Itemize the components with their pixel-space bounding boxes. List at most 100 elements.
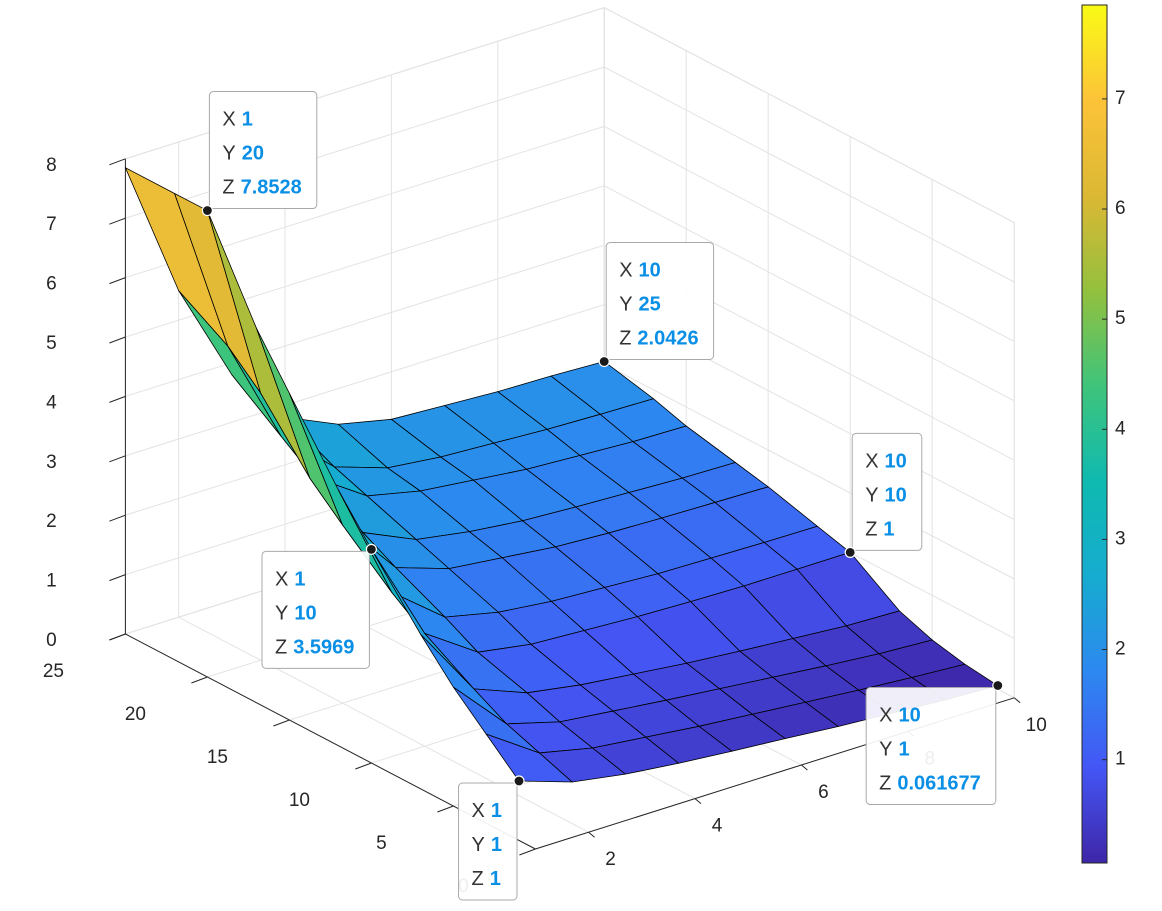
z-tick-label: 2 bbox=[46, 511, 57, 532]
z-tick bbox=[109, 158, 126, 166]
datatip-key: X bbox=[619, 259, 632, 281]
grid-line bbox=[603, 7, 1015, 224]
datatip-value: 1 bbox=[491, 834, 502, 856]
z-tick bbox=[109, 395, 126, 403]
datatip-key: Z bbox=[222, 177, 234, 199]
y-tick bbox=[519, 848, 536, 856]
datatip-marker bbox=[844, 546, 856, 559]
datatip-key: X bbox=[472, 800, 485, 822]
colorbar-tick-label: 1 bbox=[1115, 749, 1126, 770]
z-tick bbox=[109, 633, 126, 641]
z-tick-label: 1 bbox=[46, 571, 57, 592]
grid-line bbox=[178, 616, 589, 833]
datatip-value: 1 bbox=[294, 568, 305, 590]
datatip-key: Z bbox=[865, 518, 877, 540]
colorbar-tick-label: 4 bbox=[1115, 418, 1126, 439]
grid-line bbox=[125, 66, 605, 219]
z-tick-label: 3 bbox=[46, 452, 57, 473]
datatip-value: 25 bbox=[639, 293, 661, 315]
y-tick-label: 15 bbox=[207, 747, 228, 768]
x-tick bbox=[588, 831, 595, 838]
datatip-value: 10 bbox=[885, 484, 907, 506]
datatip-value: 1 bbox=[242, 109, 253, 131]
y-tick-label: 10 bbox=[289, 790, 310, 811]
datatip: X 1Y 1Z 1 bbox=[458, 782, 518, 901]
grid-line bbox=[603, 125, 1015, 342]
datatip-box bbox=[208, 91, 318, 210]
datatip-marker bbox=[992, 679, 1004, 692]
colorbar-tick-label: 5 bbox=[1115, 308, 1126, 329]
z-tick-label: 0 bbox=[46, 630, 57, 651]
datatip-key: Z bbox=[879, 773, 891, 795]
x-tick bbox=[801, 764, 808, 771]
x-tick-label: 10 bbox=[1026, 715, 1047, 736]
datatip-box bbox=[261, 550, 370, 669]
grid-line bbox=[125, 244, 605, 397]
z-tick bbox=[109, 455, 126, 463]
colorbar-tick-label: 6 bbox=[1115, 198, 1126, 219]
datatip: X 10 Y 25 Z 2.0426 bbox=[605, 241, 715, 360]
datatip-marker bbox=[513, 775, 525, 787]
datatip-value: 0.061677 bbox=[897, 773, 980, 795]
datatip-marker bbox=[201, 204, 213, 217]
grid-line bbox=[603, 185, 1015, 402]
datatip-box bbox=[851, 432, 923, 551]
y-tick bbox=[437, 805, 454, 813]
datatip-marker bbox=[598, 355, 610, 368]
x-tick-label: 2 bbox=[605, 849, 616, 870]
datatip-key: Y bbox=[222, 143, 235, 165]
datatip-box bbox=[458, 782, 518, 901]
z-tick-label: 8 bbox=[46, 155, 57, 176]
colorbar bbox=[1081, 4, 1108, 864]
datatip-key: Y bbox=[879, 739, 892, 761]
z-tick bbox=[109, 277, 126, 285]
z-tick-label: 7 bbox=[46, 214, 57, 235]
datatip-value: 10 bbox=[899, 705, 921, 727]
x-tick bbox=[1013, 697, 1021, 704]
datatip-value: 2.0426 bbox=[637, 327, 698, 349]
datatip-value: 1 bbox=[899, 739, 910, 761]
x-tick-label: 4 bbox=[712, 816, 723, 837]
datatip-key: Y bbox=[472, 834, 485, 856]
colorbar-tick-label: 2 bbox=[1115, 639, 1126, 660]
surface-patch bbox=[485, 733, 573, 783]
datatip-key: X bbox=[275, 568, 288, 590]
z-tick-label: 4 bbox=[46, 392, 57, 413]
datatip-value: 10 bbox=[885, 450, 907, 472]
datatip-key: X bbox=[879, 705, 892, 727]
datatip-key: X bbox=[222, 109, 235, 131]
z-tick bbox=[109, 336, 126, 344]
datatip-key: Z bbox=[472, 868, 484, 890]
z-tick-label: 5 bbox=[46, 333, 57, 354]
y-tick-label: 25 bbox=[43, 661, 64, 682]
grid-line bbox=[603, 66, 1015, 283]
x-tick bbox=[694, 798, 702, 804]
datatip-value: 20 bbox=[242, 143, 264, 165]
datatip-value: 3.5969 bbox=[293, 636, 354, 658]
datatip-value: 10 bbox=[294, 602, 316, 624]
datatip: X 1Y 20 Z 7.8528 bbox=[208, 91, 318, 210]
grid-line bbox=[125, 7, 605, 160]
datatip-box bbox=[865, 687, 997, 806]
z-tick bbox=[109, 574, 126, 582]
datatip-marker bbox=[365, 543, 377, 555]
datatip: X 10 Y 1Z 0.061677 bbox=[865, 687, 997, 806]
grid-line bbox=[603, 363, 1015, 580]
colorbar-tick-label: 3 bbox=[1115, 528, 1126, 549]
x-tick-label: 6 bbox=[818, 782, 829, 803]
datatip-value: 7.8528 bbox=[241, 177, 302, 199]
datatip-key: Y bbox=[275, 602, 288, 624]
datatip-key: Y bbox=[865, 484, 878, 506]
grid-line bbox=[125, 304, 605, 457]
colorbar-tick-label: 7 bbox=[1115, 88, 1126, 109]
y-tick bbox=[191, 676, 208, 684]
datatip-key: Z bbox=[275, 636, 287, 658]
z-tick bbox=[109, 217, 126, 225]
datatip-value: 1 bbox=[490, 868, 501, 890]
y-tick-label: 5 bbox=[376, 833, 387, 854]
datatip: X 1Y 10 Z 3.5969 bbox=[261, 550, 370, 669]
datatip: X 10 Y 10 Z 1 bbox=[851, 432, 923, 551]
datatip-key: X bbox=[865, 450, 878, 472]
